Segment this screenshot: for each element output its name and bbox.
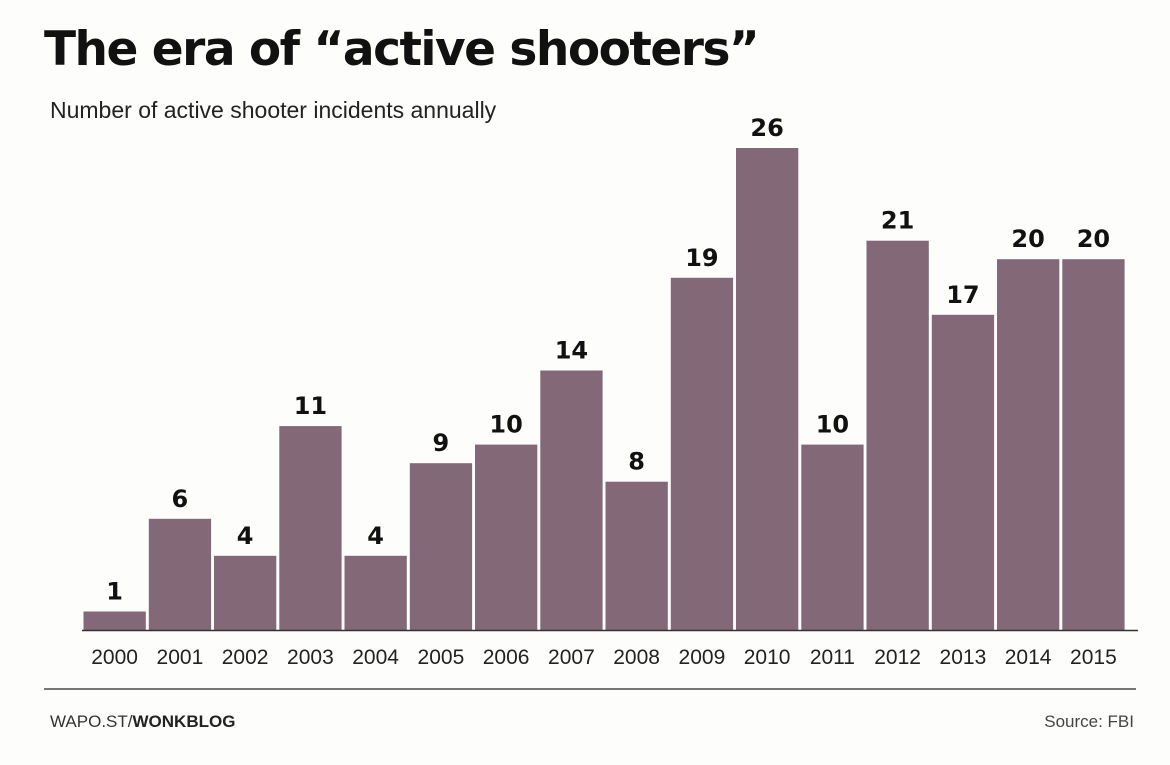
value-label-2015: 20 [1077,225,1110,253]
value-label-2010: 26 [750,114,783,142]
x-tick-2012: 2012 [874,646,921,669]
bar-2003 [279,426,342,630]
x-tick-2001: 2001 [157,646,204,669]
value-label-2009: 19 [685,244,718,272]
x-tick-2004: 2004 [352,646,399,669]
x-tick-2009: 2009 [679,646,726,669]
x-tick-2015: 2015 [1070,646,1117,669]
bar-2010 [736,148,799,630]
x-tick-2003: 2003 [287,646,334,669]
value-label-2013: 17 [946,281,979,309]
x-tick-2005: 2005 [418,646,465,669]
footer-source: Source: FBI [1044,712,1134,731]
bar-2004 [344,555,407,630]
value-label-2002: 4 [237,522,254,550]
bar-2009 [670,277,734,630]
chart-subtitle: Number of active shooter incidents annua… [50,97,497,123]
bar-2008 [605,481,668,630]
bar-2006 [475,444,538,630]
value-label-2004: 4 [367,522,384,550]
bar-2000 [83,611,146,630]
bar-2015 [1062,259,1125,630]
value-label-2007: 14 [555,337,588,365]
value-label-2014: 20 [1011,225,1044,253]
value-label-2006: 10 [489,411,522,439]
value-label-2012: 21 [881,207,914,235]
bar-2002 [214,555,277,630]
x-tick-2008: 2008 [613,646,660,669]
value-label-2011: 10 [816,411,849,439]
x-tick-2010: 2010 [744,646,791,669]
bar-2001 [148,518,212,630]
x-tick-2007: 2007 [548,646,595,669]
value-label-2005: 9 [433,429,450,457]
bar-chart: 1 2000 6 2001 4 2002 11 2003 4 2004 9 2005 10 2006 14 2… [82,114,1138,669]
value-label-2000: 1 [106,578,123,606]
footer-credit: WAPO.ST/WONKBLOG [50,712,235,732]
bar-2013 [931,314,995,630]
footer-site: WAPO.ST/ [50,712,133,731]
bar-2011 [801,444,864,630]
bar-2005 [409,463,473,630]
x-tick-2006: 2006 [483,646,530,669]
x-tick-2011: 2011 [810,646,855,669]
value-label-2001: 6 [172,485,189,513]
value-label-2008: 8 [628,448,645,476]
footer-divider [44,688,1136,690]
bar-2007 [540,370,603,630]
x-tick-2002: 2002 [222,646,269,669]
footer-section: WONKBLOG [132,712,236,731]
value-label-2003: 11 [294,392,327,420]
x-tick-2014: 2014 [1005,646,1052,669]
chart-title: The era of “active shooters” [44,22,760,77]
x-tick-2000: 2000 [91,646,138,669]
x-tick-2013: 2013 [940,646,987,669]
bar-2012 [866,240,929,630]
bar-2014 [997,259,1060,630]
